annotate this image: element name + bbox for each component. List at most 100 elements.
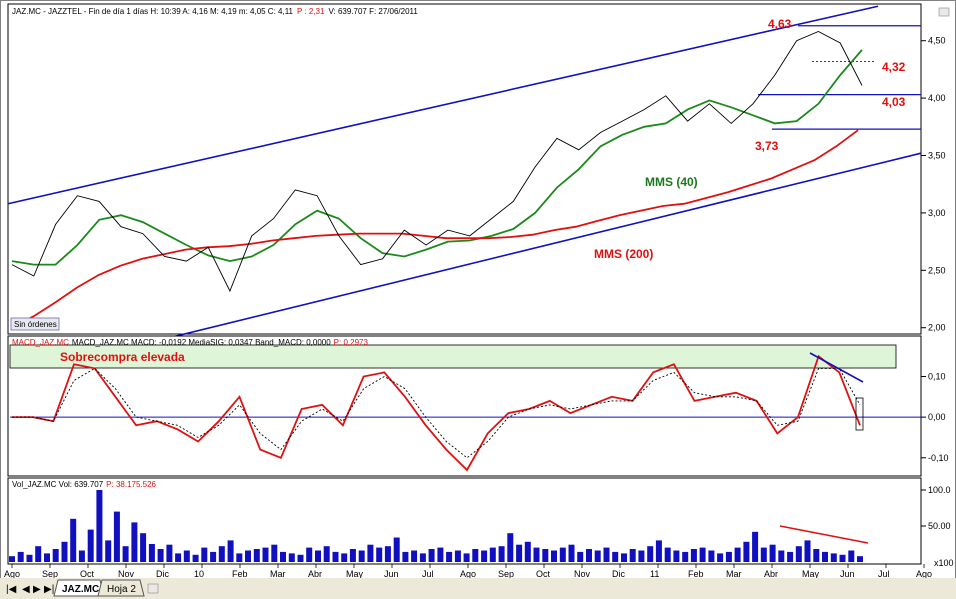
volume-bar-79: [699, 547, 706, 562]
tab-sheet-label: Hoja 2: [107, 584, 136, 595]
volume-bar-27: [245, 550, 251, 562]
volume-bar-0: [9, 556, 15, 562]
x-label-2: Oct: [80, 569, 95, 579]
x-label-20: Abr: [764, 569, 778, 579]
volume-bar-3: [35, 546, 42, 562]
x-label-17: 11: [650, 569, 659, 579]
volume-bar-67: [594, 550, 601, 562]
volume-bar-25: [227, 540, 234, 562]
volume-bar-15: [140, 533, 147, 562]
scroll-up-button[interactable]: [938, 7, 950, 17]
volume-bar-10: [96, 490, 103, 562]
ma200-line: [11, 129, 859, 329]
volume-bar-62: [551, 550, 557, 562]
price-y-axis: 4,50 4,00 3,50 3,00 2,50 2,00: [921, 36, 946, 333]
ma40-line: [11, 49, 863, 266]
x-label-24: Ago: [916, 569, 932, 579]
volume-bar-14: [131, 522, 138, 562]
volume-bar-46: [411, 550, 418, 562]
tab-sheet[interactable]: [97, 579, 145, 597]
volume-bar-11: [105, 540, 112, 562]
volume-bar-28: [253, 549, 260, 562]
volume-bar-55: [489, 547, 496, 562]
x-label-13: Sep: [498, 569, 514, 579]
x-label-7: Mar: [270, 569, 286, 579]
volume-bar-50: [446, 551, 453, 562]
macd-divergence-line: [809, 352, 864, 383]
tab-nav-buttons: |◀ ◀ ▶ ▶|: [6, 584, 54, 595]
volume-bar-58: [516, 544, 523, 562]
volume-bar-71: [629, 549, 636, 562]
volume-bar-9: [87, 529, 94, 562]
x-label-14: Oct: [536, 569, 551, 579]
volume-bar-45: [402, 551, 409, 562]
volume-bar-66: [586, 549, 592, 562]
macd-plot: Sobrecompra elevada: [9, 344, 921, 472]
volume-bar-68: [603, 547, 610, 562]
volume-bar-90: [795, 546, 802, 562]
tab-scroll-button[interactable]: [147, 583, 159, 594]
macd-header: MACD_JAZ.MC MACD_JAZ.MC MACD: -0,0192 Med…: [12, 338, 368, 347]
volume-bar-91: [804, 540, 811, 562]
volume-bar-30: [271, 544, 278, 562]
volume-bar-6: [61, 541, 68, 562]
channel-upper-line: [7, 5, 879, 205]
volume-bar-59: [524, 541, 531, 562]
volume-bar-83: [734, 547, 741, 562]
volume-y-axis: 100.0 50.00: [921, 485, 951, 531]
volume-bar-36: [323, 546, 330, 562]
x-label-9: May: [346, 569, 364, 579]
x-label-4: Dic: [156, 569, 169, 579]
volume-bar-63: [559, 547, 566, 562]
x-label-15: Nov: [574, 569, 591, 579]
level-label-2: 4,03: [882, 95, 906, 109]
no-orders-badge[interactable]: [10, 317, 60, 331]
tab-bar: [0, 578, 956, 599]
x-label-11: Jul: [422, 569, 434, 579]
volume-bar-93: [822, 551, 828, 562]
volume-bar-92: [813, 549, 820, 562]
volume-bar-24: [218, 546, 225, 562]
volume-bar-48: [428, 549, 435, 562]
volume-y-label-0: 100.0: [928, 485, 951, 495]
price-y-label-2: 3,50: [928, 151, 946, 161]
volume-bar-38: [341, 553, 348, 562]
volume-bar-73: [647, 546, 654, 562]
volume-bar-26: [236, 553, 243, 562]
volume-bar-87: [769, 544, 776, 562]
macd-line: [12, 354, 861, 472]
x-label-8: Abr: [308, 569, 322, 579]
x-label-10: Jun: [384, 569, 399, 579]
volume-bar-23: [210, 551, 217, 562]
volume-bar-32: [288, 553, 295, 562]
volume-bar-4: [44, 553, 50, 562]
tab-symbol-label: JAZ.MC: [62, 584, 99, 595]
x-axis: Ago Sep Oct Nov Dic 10 Feb Mar Abr May Jun Jul Ago Se…: [4, 564, 932, 579]
volume-bar-75: [664, 547, 671, 562]
volume-bar-52: [463, 553, 470, 562]
no-orders-label: Sin órdenes: [14, 320, 57, 329]
last-tab-icon[interactable]: ▶|: [44, 584, 54, 595]
volume-bar-2: [26, 554, 33, 562]
price-y-label-3: 3,00: [928, 208, 946, 218]
volume-bar-53: [472, 549, 479, 562]
prev-tab-icon[interactable]: ◀: [22, 584, 30, 595]
volume-bar-54: [481, 550, 488, 562]
volume-bar-95: [839, 554, 846, 562]
volume-bar-80: [708, 550, 715, 562]
volume-bar-33: [297, 554, 304, 562]
price-y-label-5: 2,00: [928, 323, 946, 333]
x-label-22: Jun: [840, 569, 855, 579]
x-label-3: Nov: [118, 569, 135, 579]
next-tab-icon[interactable]: ▶: [33, 584, 41, 595]
volume-bar-41: [367, 544, 374, 562]
volume-trend-line: [779, 525, 869, 544]
macd-y-axis: 0,10 0,00 -0,10: [921, 371, 949, 463]
first-tab-icon[interactable]: |◀: [6, 584, 17, 595]
x-label-5: 10: [194, 569, 204, 579]
volume-bar-84: [743, 541, 750, 562]
volume-bar-29: [262, 547, 269, 562]
x-label-0: Ago: [4, 569, 20, 579]
